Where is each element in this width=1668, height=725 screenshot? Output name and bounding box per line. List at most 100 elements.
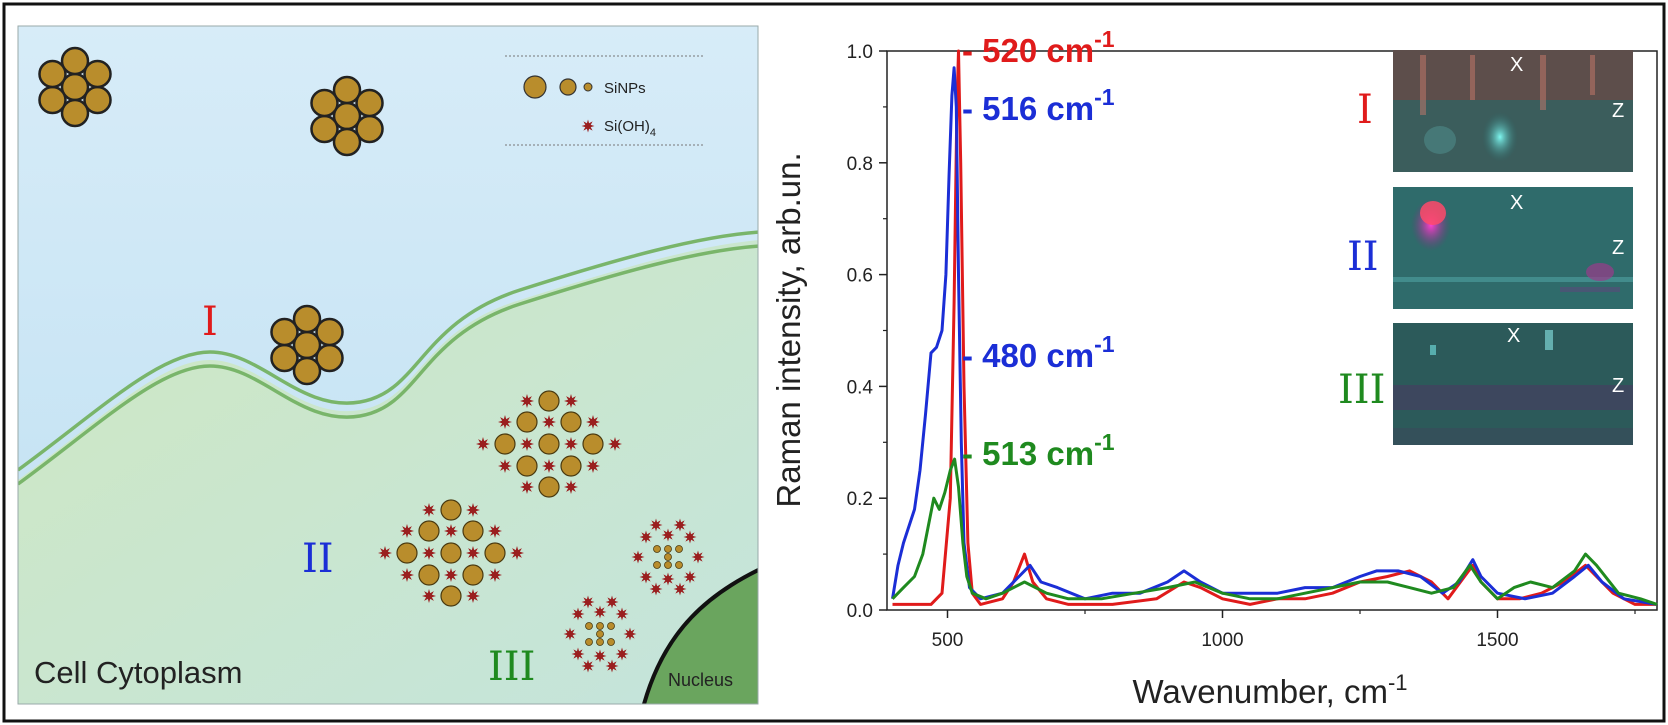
- sioh4-molecule: [466, 546, 480, 560]
- sioh4-molecule: [608, 437, 622, 451]
- sioh4-molecule: [476, 437, 490, 451]
- sioh4-molecule: [422, 589, 436, 603]
- sioh4-molecule: [605, 659, 619, 673]
- sinp-particle: [396, 542, 418, 564]
- sioh4-molecule: [673, 518, 687, 532]
- sioh4-molecule: [400, 524, 414, 538]
- nucleus: [641, 567, 758, 704]
- sioh4-molecule: [683, 570, 697, 584]
- inset-3-roman-label: III: [1338, 367, 1385, 413]
- sioh4-molecule: [542, 415, 556, 429]
- sioh4-molecule: [639, 570, 653, 584]
- cluster-dissolving-4: [563, 595, 637, 673]
- legend-sioh4-subscript: 4: [650, 127, 656, 139]
- y-axis-label: Raman intensity, arb.un.: [770, 152, 807, 507]
- sinp-particle: [83, 59, 112, 89]
- sinp-particle: [38, 85, 67, 115]
- inset-image-3: [1393, 323, 1633, 445]
- sioh4-molecule: [673, 582, 687, 596]
- inset-2-z-label: Z: [1612, 237, 1624, 259]
- x-tick-label: 1500: [1476, 630, 1518, 651]
- sioh4-molecule: [649, 582, 663, 596]
- sioh4-molecule: [520, 480, 534, 494]
- inset-labels: X Z I X Z II X Z III: [1338, 54, 1624, 413]
- inset-1-z-label: Z: [1612, 100, 1624, 122]
- sioh4-molecule: [661, 572, 675, 586]
- sinp-particle: [315, 317, 344, 347]
- sinp-particle: [60, 46, 90, 76]
- sioh4-molecule: [593, 649, 607, 663]
- sinp-particle: [538, 476, 560, 498]
- nucleus-label: Nucleus: [668, 670, 733, 690]
- sinp-particle: [270, 317, 299, 347]
- sioh4-molecule: [683, 530, 697, 544]
- sioh4-molecule: [488, 524, 502, 538]
- sinp-small-icon: [583, 82, 593, 92]
- sinp-particle: [494, 433, 516, 455]
- x-axis-label-superscript: -1: [1388, 670, 1408, 695]
- inset-1-x-label: X: [1510, 54, 1523, 76]
- sinp-particle: [516, 411, 538, 433]
- sioh4-molecule: [623, 627, 637, 641]
- sioh4-molecule: [564, 437, 578, 451]
- inset-image-2: [1393, 187, 1633, 309]
- sinp-particle: [270, 343, 299, 373]
- cluster-top-middle: [310, 75, 384, 157]
- sioh4-molecule: [422, 503, 436, 517]
- stage-label-1: I: [202, 299, 218, 345]
- inset-1-roman-label: I: [1357, 87, 1373, 133]
- sinp-particle: [560, 455, 582, 477]
- sinp-particle: [538, 390, 560, 412]
- cluster-dissolving-2: [378, 499, 524, 607]
- sinp-particle: [332, 75, 362, 105]
- sioh4-molecule: [444, 568, 458, 582]
- cell-membrane-outer: [18, 230, 758, 472]
- cell-cytoplasm-label: Cell Cytoplasm: [34, 655, 242, 690]
- sinp-large-icon: [523, 75, 547, 99]
- sinp-particle: [596, 638, 604, 646]
- sinp-particle: [664, 545, 672, 553]
- series-line-3: [891, 457, 1658, 606]
- sinp-particle: [664, 553, 672, 561]
- sioh4-molecule: [571, 607, 585, 621]
- legend-sioh4-label: Si(OH)4: [604, 118, 656, 139]
- sioh4-icon: [581, 119, 595, 133]
- sioh4-molecule: [639, 530, 653, 544]
- sinp-particle: [607, 638, 615, 646]
- sioh4-molecule: [520, 437, 534, 451]
- sinp-particle: [38, 59, 67, 89]
- sinp-particle: [675, 561, 683, 569]
- annotation-480: - 480 cm-1: [962, 331, 1115, 374]
- sinp-particle: [560, 411, 582, 433]
- sioh4-molecule: [615, 647, 629, 661]
- sioh4-molecule: [466, 503, 480, 517]
- sinp-particle: [585, 638, 593, 646]
- sioh4-molecule: [422, 546, 436, 560]
- raman-chart: 0.0 0.2 0.4 0.6 0.8 1.0 500 1000 1500 Raman int…: [770, 26, 1658, 710]
- sioh4-molecule: [571, 647, 585, 661]
- sioh4-molecule: [631, 550, 645, 564]
- sinp-medium-icon: [559, 78, 577, 96]
- sinp-particle: [310, 114, 339, 144]
- annotation-513: - 513 cm-1: [962, 429, 1115, 472]
- cluster-top-left: [38, 46, 112, 128]
- sioh4-molecule: [615, 607, 629, 621]
- inset-image-1: [1393, 50, 1633, 172]
- y-tick-label: 0.8: [847, 154, 873, 175]
- sioh4-molecule: [444, 524, 458, 538]
- sioh4-molecule: [520, 394, 534, 408]
- sioh4-molecule: [593, 605, 607, 619]
- sinp-particle: [484, 542, 506, 564]
- sinp-particle: [332, 127, 362, 157]
- cell-panel-border: [17, 25, 759, 705]
- sinp-particle: [355, 88, 384, 118]
- sioh4-molecule: [691, 550, 705, 564]
- sioh4-molecule: [586, 415, 600, 429]
- y-axis: 0.0 0.2 0.4 0.6 0.8 1.0: [847, 42, 887, 622]
- cluster-membrane: [270, 304, 344, 386]
- annotation-520: - 520 cm-1: [962, 26, 1115, 69]
- cytoplasm-region: [18, 240, 758, 704]
- cell-membrane-inner: [18, 244, 758, 486]
